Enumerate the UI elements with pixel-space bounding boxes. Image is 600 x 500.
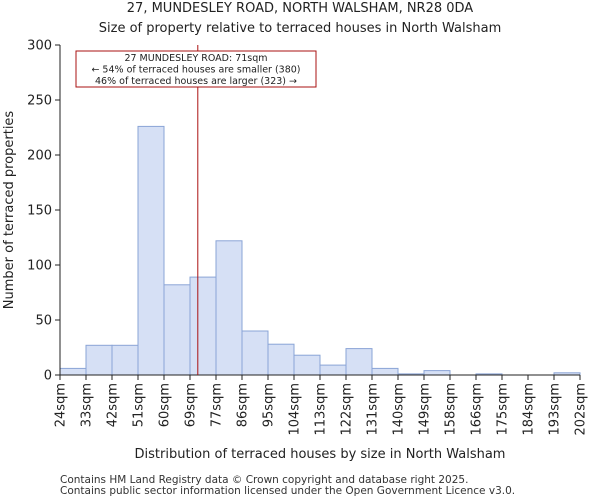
y-tick-label: 0: [44, 369, 52, 384]
x-tick-label: 42sqm: [106, 383, 121, 427]
x-tick-label: 95sqm: [262, 383, 277, 427]
x-tick-label: 140sqm: [392, 383, 407, 436]
x-tick-label: 131sqm: [366, 383, 381, 436]
histogram-bar: [423, 370, 451, 376]
x-tick-label: 113sqm: [314, 383, 329, 436]
annotation-line: ← 54% of terraced houses are smaller (38…: [91, 65, 300, 76]
histogram-bar: [189, 276, 217, 376]
y-tick-label: 250: [27, 94, 52, 109]
histogram-bar: [345, 348, 373, 376]
y-axis-label: Number of terraced properties: [2, 111, 17, 310]
y-tick-label: 200: [27, 149, 52, 164]
x-tick-label: 60sqm: [158, 383, 173, 427]
y-tick-label: 150: [27, 204, 52, 219]
histogram-bar: [163, 284, 191, 376]
histogram-bar: [137, 125, 165, 376]
histogram-bar: [215, 240, 243, 376]
x-tick-label: 202sqm: [574, 383, 589, 436]
footer-line-2: Contains public sector information licen…: [60, 485, 516, 497]
footer-line-1: Contains HM Land Registry data © Crown c…: [60, 474, 469, 486]
annotation-line: 27 MUNDESLEY ROAD: 71sqm: [124, 53, 267, 64]
x-tick-label: 149sqm: [418, 383, 433, 436]
annotation-box: [75, 50, 317, 88]
x-tick-label: 24sqm: [54, 383, 69, 427]
x-tick-label: 104sqm: [288, 383, 303, 436]
x-tick-label: 69sqm: [184, 383, 199, 427]
histogram-bar: [59, 367, 87, 376]
histogram-bar: [85, 344, 113, 376]
annotation-line: 46% of terraced houses are larger (323) …: [95, 76, 297, 87]
x-tick-label: 166sqm: [470, 383, 485, 436]
x-axis-label: Distribution of terraced houses by size …: [135, 447, 506, 462]
x-tick-label: 86sqm: [236, 383, 251, 427]
histogram-bar: [111, 344, 139, 376]
x-tick-label: 122sqm: [340, 383, 355, 436]
x-tick-label: 77sqm: [210, 383, 225, 427]
histogram-bar: [267, 343, 295, 376]
x-tick-label: 184sqm: [522, 383, 537, 436]
x-tick-label: 193sqm: [548, 383, 563, 436]
chart-title: 27, MUNDESLEY ROAD, NORTH WALSHAM, NR28 …: [126, 1, 474, 16]
histogram-bar: [241, 330, 269, 376]
x-tick-label: 33sqm: [80, 383, 95, 427]
histogram-bar: [371, 367, 399, 376]
chart-subtitle: Size of property relative to terraced ho…: [98, 21, 502, 36]
histogram-bar: [293, 354, 321, 376]
histogram-bar: [319, 364, 347, 376]
y-tick-label: 300: [27, 39, 52, 54]
x-tick-label: 175sqm: [496, 383, 511, 436]
y-tick-label: 100: [27, 259, 52, 274]
x-tick-label: 158sqm: [444, 383, 459, 436]
x-tick-label: 51sqm: [132, 383, 147, 427]
y-tick-label: 50: [35, 314, 52, 329]
